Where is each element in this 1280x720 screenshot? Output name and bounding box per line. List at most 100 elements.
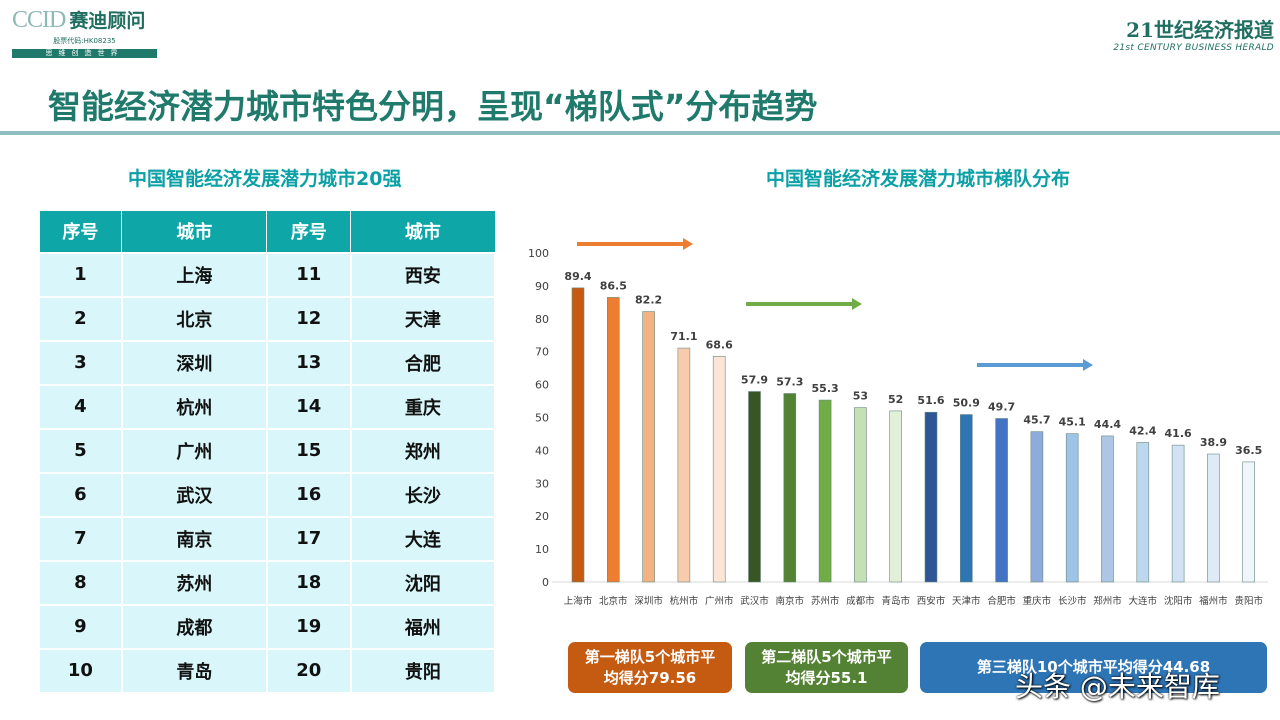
tier-summary-3: 第三梯队10个城市平均得分44.68 (920, 642, 1267, 693)
bar (783, 393, 797, 583)
x-tick-label: 北京市 (599, 595, 628, 607)
rank-cell: 7 (38, 515, 123, 562)
rank-cell: 6 (38, 471, 123, 518)
rank-cell: 11 (265, 251, 352, 298)
y-tick-label: 10 (535, 543, 549, 556)
bar (995, 418, 1008, 583)
y-tick-label: 80 (535, 313, 549, 326)
city-cell: 武汉 (120, 471, 268, 518)
city-cell: 郑州 (349, 427, 497, 474)
table-row: 5 广州 15 郑州 (38, 427, 497, 474)
logo-name: 赛迪顾问 (69, 10, 146, 32)
arrow-head-icon (1083, 359, 1093, 371)
rank-cell: 13 (265, 339, 352, 386)
ccid-logo: CCID 赛迪顾问 股票代码:HK08235 思维创造世界 (12, 6, 157, 58)
city-cell: 苏州 (120, 559, 268, 606)
city-cell: 贵阳 (349, 647, 497, 694)
city-cell: 天津 (349, 295, 497, 342)
bar (1207, 453, 1220, 583)
bar (606, 297, 620, 583)
data-label: 44.4 (1094, 418, 1121, 431)
table-row: 3 深圳 13 合肥 (38, 339, 497, 386)
y-tick-label: 20 (535, 510, 549, 523)
data-label: 89.4 (564, 270, 591, 283)
x-tick-label: 长沙市 (1058, 595, 1087, 607)
table-row: 1 上海 11 西安 (38, 251, 497, 298)
rank-cell: 2 (38, 295, 123, 342)
x-tick-label: 青岛市 (881, 595, 910, 607)
data-label: 45.7 (1023, 414, 1050, 427)
city-cell: 沈阳 (349, 559, 497, 606)
city-cell: 大连 (349, 515, 497, 562)
data-label: 57.3 (776, 375, 803, 388)
bar (571, 287, 585, 583)
data-label: 41.6 (1165, 427, 1192, 440)
city-cell: 成都 (120, 603, 268, 650)
arrow-head-icon (852, 298, 862, 310)
table-row: 6 武汉 16 长沙 (38, 471, 497, 518)
rank-cell: 3 (38, 339, 123, 386)
table-row: 4 杭州 14 重庆 (38, 383, 497, 430)
city-cell: 长沙 (349, 471, 497, 518)
city-cell: 北京 (120, 295, 268, 342)
x-tick-label: 杭州市 (670, 595, 699, 607)
x-tick-label: 成都市 (846, 595, 875, 607)
rank-cell: 9 (38, 603, 123, 650)
rank-cell: 20 (265, 647, 352, 694)
column-header: 序号 (266, 210, 352, 253)
rank-cell: 10 (38, 647, 123, 694)
x-tick-label: 重庆市 (1023, 595, 1052, 607)
city-cell: 福州 (349, 603, 497, 650)
y-tick-label: 40 (535, 444, 549, 457)
rank-cell: 18 (265, 559, 352, 606)
x-tick-label: 武汉市 (740, 595, 769, 607)
table-title: 中国智能经济发展潜力城市20强 (128, 168, 402, 190)
x-tick-label: 沈阳市 (1164, 595, 1193, 607)
tier-summary-2: 第二梯队5个城市平均得分55.1 (745, 642, 908, 693)
x-tick-label: 合肥市 (987, 595, 1016, 607)
y-tick-label: 0 (542, 576, 549, 589)
rank-cell: 12 (265, 295, 352, 342)
x-tick-label: 深圳市 (634, 595, 663, 607)
bar (854, 407, 867, 583)
y-tick-label: 70 (535, 346, 549, 359)
bar (1101, 435, 1114, 583)
data-label: 38.9 (1200, 436, 1227, 449)
logo-slogan: 思维创造世界 (12, 49, 157, 58)
x-tick-label: 大连市 (1129, 595, 1158, 607)
chart-title: 中国智能经济发展潜力城市梯队分布 (766, 168, 1071, 190)
bar (818, 399, 832, 583)
herald-en: 21st CENTURY BUSINESS HERALD (1113, 43, 1274, 53)
city-cell: 合肥 (349, 339, 497, 386)
x-tick-label: 贵阳市 (1234, 595, 1263, 607)
data-label: 68.6 (706, 338, 733, 351)
city-cell: 重庆 (349, 383, 497, 430)
data-label: 86.5 (600, 279, 627, 292)
data-label: 49.7 (988, 400, 1015, 413)
table-row: 10 青岛 20 贵阳 (38, 647, 497, 694)
x-tick-label: 郑州市 (1093, 595, 1122, 607)
watermark: 头条 @未来智库 (1015, 670, 1220, 703)
title-divider (0, 131, 1280, 135)
data-label: 45.1 (1059, 416, 1086, 429)
data-label: 51.6 (917, 394, 944, 407)
bar (712, 356, 726, 583)
data-label: 82.2 (635, 294, 662, 307)
bar (748, 391, 761, 583)
x-tick-label: 西安市 (917, 595, 946, 607)
rank-cell: 5 (38, 427, 123, 474)
y-tick-label: 30 (535, 477, 549, 490)
y-tick-label: 50 (535, 412, 549, 425)
y-tick-label: 100 (528, 247, 549, 260)
herald-cn: 21世纪经济报道 (1126, 18, 1274, 42)
column-header: 城市 (121, 210, 268, 253)
data-label: 57.9 (741, 374, 768, 387)
tier-summary-1: 第一梯队5个城市平均得分79.56 (568, 642, 732, 693)
herald-logo: 21世纪经济报道 21st CENTURY BUSINESS HERALD (1113, 14, 1274, 53)
bar (1171, 444, 1185, 583)
data-label: 42.4 (1129, 425, 1156, 438)
city-cell: 上海 (120, 251, 268, 298)
city-cell: 青岛 (120, 647, 268, 694)
data-label: 71.1 (670, 330, 697, 343)
